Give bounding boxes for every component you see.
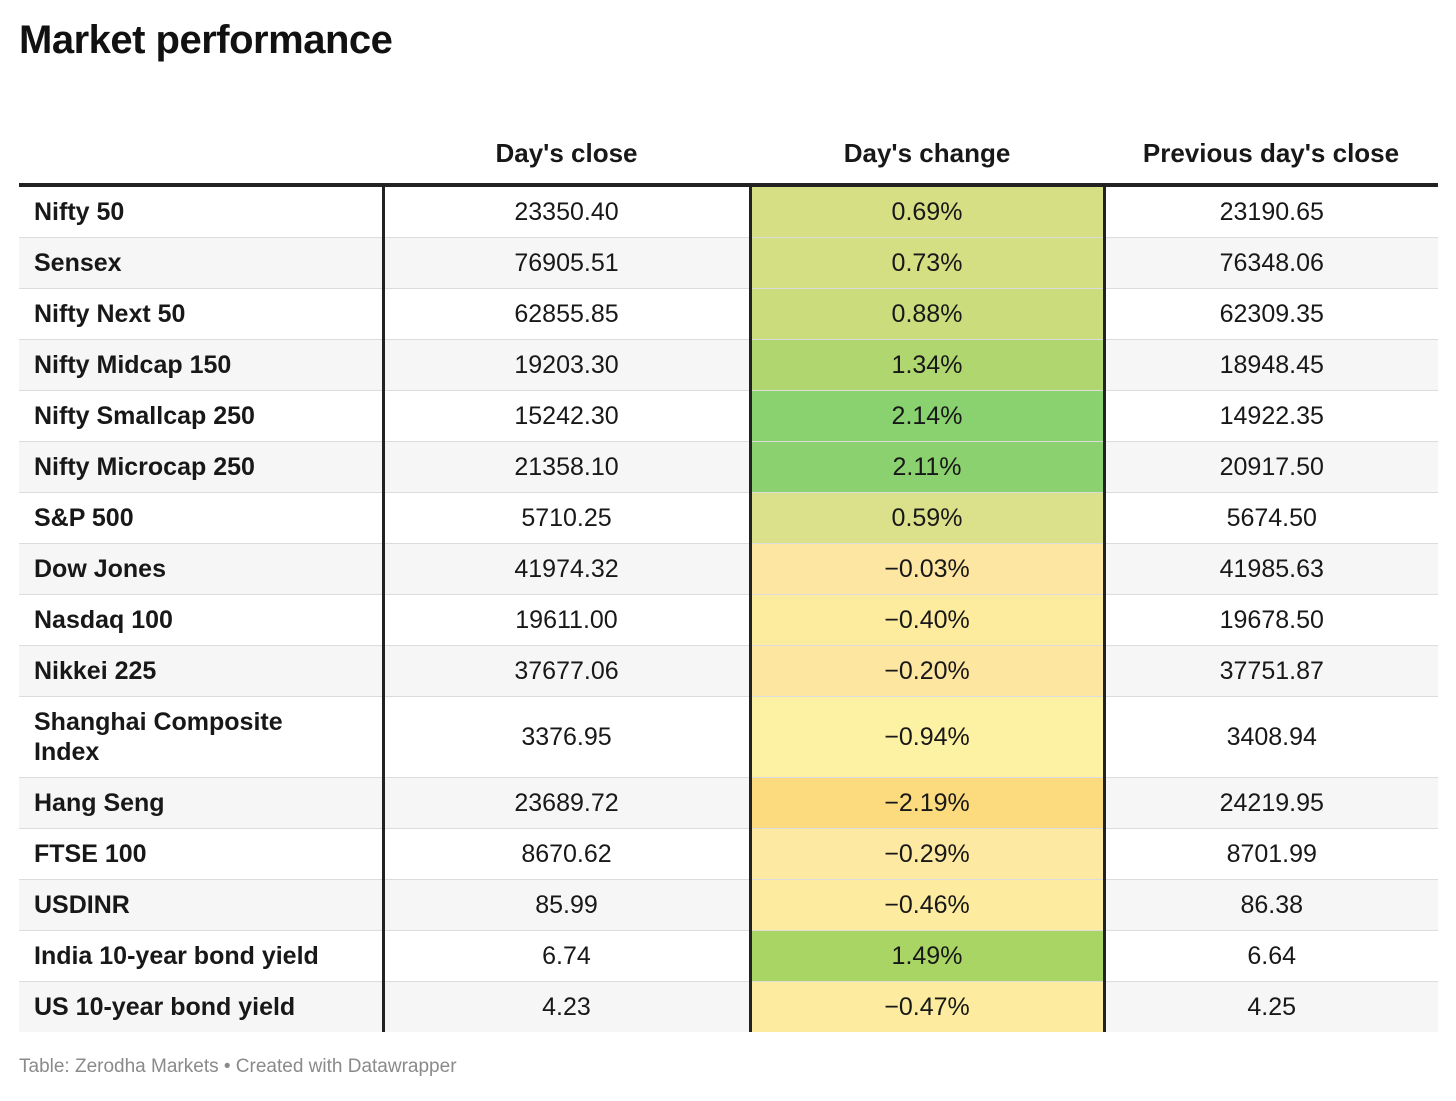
table-row: Dow Jones 41974.32 −0.03% 41985.63: [19, 543, 1438, 595]
row-name: Hang Seng: [19, 777, 385, 829]
row-previous-close: 37751.87: [1104, 645, 1438, 697]
row-name: S&P 500: [19, 492, 385, 544]
row-name: USDINR: [19, 879, 385, 931]
row-name: Nifty 50: [19, 185, 385, 238]
row-previous-close: 62309.35: [1104, 288, 1438, 340]
row-previous-close: 14922.35: [1104, 390, 1438, 442]
header-row: Day's close Day's change Previous day's …: [19, 108, 1438, 187]
row-previous-close: 20917.50: [1104, 441, 1438, 493]
row-days-change: −0.20%: [750, 645, 1106, 697]
row-days-close: 19611.00: [383, 594, 752, 646]
row-days-close: 3376.95: [383, 696, 752, 778]
row-days-close: 23689.72: [383, 777, 752, 829]
row-days-close: 62855.85: [383, 288, 752, 340]
row-name: Nasdaq 100: [19, 594, 385, 646]
row-days-change: 0.73%: [750, 237, 1106, 289]
table-row: Nifty Microcap 250 21358.10 2.11% 20917.50: [19, 441, 1438, 493]
row-days-close: 6.74: [383, 930, 752, 982]
row-days-close: 4.23: [383, 981, 752, 1032]
table-row: Nikkei 225 37677.06 −0.20% 37751.87: [19, 645, 1438, 697]
row-previous-close: 4.25: [1104, 981, 1438, 1032]
table-row: India 10-year bond yield 6.74 1.49% 6.64: [19, 930, 1438, 982]
source-note: Table: Zerodha Markets • Created with Da…: [19, 1056, 457, 1077]
table-row: S&P 500 5710.25 0.59% 5674.50: [19, 492, 1438, 544]
table-row: USDINR 85.99 −0.46% 86.38: [19, 879, 1438, 931]
row-name: US 10-year bond yield: [19, 981, 385, 1032]
row-days-close: 5710.25: [383, 492, 752, 544]
table-row: Nifty Smallcap 250 15242.30 2.14% 14922.35: [19, 390, 1438, 442]
row-days-change: −0.40%: [750, 594, 1106, 646]
table-body: Nifty 50 23350.40 0.69% 23190.65 Sensex 76905…: [19, 185, 1438, 1032]
row-previous-close: 18948.45: [1104, 339, 1438, 391]
row-previous-close: 3408.94: [1104, 696, 1438, 778]
row-previous-close: 5674.50: [1104, 492, 1438, 544]
row-days-close: 37677.06: [383, 645, 752, 697]
row-name: FTSE 100: [19, 828, 385, 880]
row-previous-close: 23190.65: [1104, 185, 1438, 238]
row-name: Nikkei 225: [19, 645, 385, 697]
row-name: Sensex: [19, 237, 385, 289]
table-row: Hang Seng 23689.72 −2.19% 24219.95: [19, 777, 1438, 829]
row-days-close: 23350.40: [383, 185, 752, 238]
row-days-change: −0.03%: [750, 543, 1106, 595]
header-name: [19, 108, 383, 187]
table-row: Nifty Midcap 150 19203.30 1.34% 18948.45: [19, 339, 1438, 391]
table-row: Nasdaq 100 19611.00 −0.40% 19678.50: [19, 594, 1438, 646]
row-days-change: 0.59%: [750, 492, 1106, 544]
row-days-change: 0.88%: [750, 288, 1106, 340]
header-previous-close: Previous day's close: [1104, 108, 1438, 187]
row-previous-close: 19678.50: [1104, 594, 1438, 646]
header-days-close: Day's close: [383, 108, 750, 187]
row-days-close: 85.99: [383, 879, 752, 931]
row-days-change: 2.11%: [750, 441, 1106, 493]
table-row: FTSE 100 8670.62 −0.29% 8701.99: [19, 828, 1438, 880]
row-days-change: −0.47%: [750, 981, 1106, 1032]
row-days-close: 76905.51: [383, 237, 752, 289]
table-row: Nifty 50 23350.40 0.69% 23190.65: [19, 185, 1438, 238]
row-previous-close: 6.64: [1104, 930, 1438, 982]
row-days-change: 2.14%: [750, 390, 1106, 442]
header-days-change: Day's change: [750, 108, 1104, 187]
table-row: Nifty Next 50 62855.85 0.88% 62309.35: [19, 288, 1438, 340]
row-previous-close: 24219.95: [1104, 777, 1438, 829]
row-days-change: −0.94%: [750, 696, 1106, 778]
row-previous-close: 41985.63: [1104, 543, 1438, 595]
row-previous-close: 8701.99: [1104, 828, 1438, 880]
row-days-change: 0.69%: [750, 185, 1106, 238]
row-previous-close: 86.38: [1104, 879, 1438, 931]
row-days-close: 19203.30: [383, 339, 752, 391]
row-previous-close: 76348.06: [1104, 237, 1438, 289]
table-row: US 10-year bond yield 4.23 −0.47% 4.25: [19, 981, 1438, 1032]
page-title: Market performance: [19, 18, 393, 62]
row-name: India 10-year bond yield: [19, 930, 385, 982]
row-name: Dow Jones: [19, 543, 385, 595]
row-name: Nifty Microcap 250: [19, 441, 385, 493]
row-days-close: 21358.10: [383, 441, 752, 493]
row-days-close: 41974.32: [383, 543, 752, 595]
row-days-close: 8670.62: [383, 828, 752, 880]
row-days-change: −0.29%: [750, 828, 1106, 880]
row-days-change: 1.34%: [750, 339, 1106, 391]
row-days-change: 1.49%: [750, 930, 1106, 982]
row-name: Nifty Next 50: [19, 288, 385, 340]
row-days-change: −2.19%: [750, 777, 1106, 829]
table-header: Day's close Day's change Previous day's …: [19, 108, 1438, 187]
row-days-change: −0.46%: [750, 879, 1106, 931]
market-table: Day's close Day's change Previous day's …: [19, 108, 1438, 1032]
table-row: Sensex 76905.51 0.73% 76348.06: [19, 237, 1438, 289]
table-row: Shanghai Composite Index 3376.95 −0.94% 340…: [19, 696, 1438, 778]
row-name: Nifty Smallcap 250: [19, 390, 385, 442]
row-days-close: 15242.30: [383, 390, 752, 442]
row-name: Shanghai Composite Index: [19, 696, 385, 778]
row-name: Nifty Midcap 150: [19, 339, 385, 391]
